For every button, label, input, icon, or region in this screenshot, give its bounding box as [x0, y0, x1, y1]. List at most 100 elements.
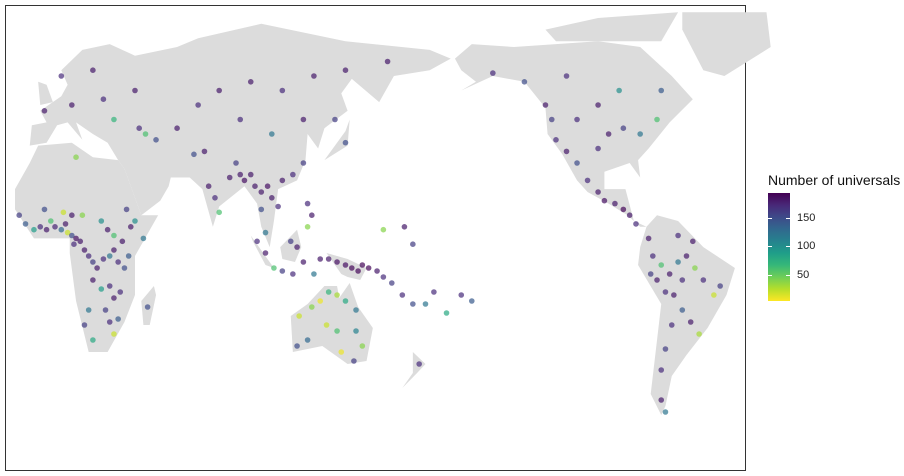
- language-point: [342, 298, 349, 304]
- language-point: [443, 310, 450, 316]
- legend-tick-label: 150: [797, 211, 816, 224]
- language-point: [81, 322, 88, 328]
- language-point: [683, 253, 690, 259]
- language-point: [654, 277, 660, 283]
- language-point: [355, 268, 361, 274]
- language-point: [73, 154, 79, 160]
- language-point: [64, 229, 71, 236]
- language-point: [650, 253, 656, 259]
- language-point: [380, 274, 387, 280]
- legend-tick-label: 100: [797, 240, 816, 253]
- language-point: [616, 87, 622, 94]
- language-point: [41, 206, 48, 213]
- language-points: [16, 58, 723, 415]
- language-point: [125, 253, 132, 259]
- language-point: [338, 349, 345, 355]
- language-point: [323, 322, 330, 328]
- language-point: [662, 346, 669, 352]
- language-point: [675, 259, 681, 265]
- language-point: [100, 96, 107, 102]
- land-namerica: [454, 41, 693, 227]
- language-point: [553, 137, 559, 143]
- language-point: [595, 102, 601, 108]
- language-point: [410, 241, 416, 247]
- language-point: [304, 337, 311, 343]
- language-point: [671, 292, 677, 298]
- language-point: [317, 298, 324, 304]
- language-point: [153, 137, 159, 143]
- language-point: [325, 256, 332, 262]
- language-point: [216, 87, 222, 94]
- language-point: [90, 259, 96, 265]
- language-point: [212, 195, 218, 201]
- language-point: [294, 343, 300, 349]
- language-point: [106, 253, 113, 259]
- language-point: [563, 73, 570, 79]
- language-point: [136, 125, 142, 131]
- language-point: [216, 209, 222, 216]
- language-point: [111, 331, 117, 337]
- language-point: [633, 221, 639, 227]
- language-point: [662, 409, 669, 415]
- language-point: [711, 292, 717, 298]
- language-point: [31, 226, 37, 233]
- language-point: [58, 73, 65, 79]
- language-point: [679, 277, 686, 283]
- language-point: [69, 212, 75, 218]
- language-point: [658, 262, 665, 268]
- language-point: [380, 226, 387, 233]
- language-point: [349, 265, 355, 271]
- language-point: [279, 87, 286, 94]
- language-point: [668, 322, 675, 328]
- language-point: [98, 218, 105, 224]
- language-point: [658, 397, 665, 403]
- language-point: [612, 200, 618, 207]
- language-point: [351, 358, 357, 364]
- language-point: [647, 271, 654, 277]
- language-point: [290, 271, 296, 277]
- language-point: [247, 171, 254, 178]
- language-point: [279, 268, 286, 274]
- language-point: [77, 238, 84, 245]
- language-point: [69, 102, 75, 108]
- language-point: [601, 197, 608, 204]
- language-point: [52, 224, 58, 230]
- language-point: [563, 148, 570, 155]
- language-point: [85, 253, 92, 259]
- language-point: [111, 116, 117, 123]
- language-point: [605, 131, 612, 137]
- language-point: [119, 238, 126, 245]
- language-point: [662, 289, 669, 295]
- language-point: [359, 343, 366, 349]
- language-point: [620, 125, 627, 131]
- language-point: [626, 212, 633, 218]
- language-point: [334, 292, 340, 298]
- language-point: [100, 256, 107, 262]
- language-point: [658, 87, 665, 94]
- language-point: [90, 277, 96, 283]
- language-point: [174, 125, 180, 131]
- language-point: [233, 160, 239, 166]
- language-point: [60, 209, 67, 216]
- language-point: [692, 265, 698, 271]
- language-point: [342, 139, 349, 146]
- land-nz: [402, 352, 426, 388]
- language-point: [458, 292, 465, 298]
- land-uk: [38, 81, 53, 105]
- language-point: [195, 102, 201, 108]
- language-point: [226, 174, 233, 181]
- land-greenland: [682, 12, 771, 76]
- language-point: [43, 226, 50, 233]
- language-point: [654, 116, 660, 123]
- language-point: [521, 79, 528, 85]
- language-point: [111, 232, 117, 239]
- language-point: [279, 177, 286, 184]
- language-point: [300, 160, 307, 166]
- language-point: [37, 224, 44, 230]
- language-point: [296, 313, 302, 319]
- language-point: [595, 189, 601, 195]
- language-point: [542, 102, 549, 108]
- language-point: [294, 244, 300, 250]
- language-point: [401, 224, 408, 230]
